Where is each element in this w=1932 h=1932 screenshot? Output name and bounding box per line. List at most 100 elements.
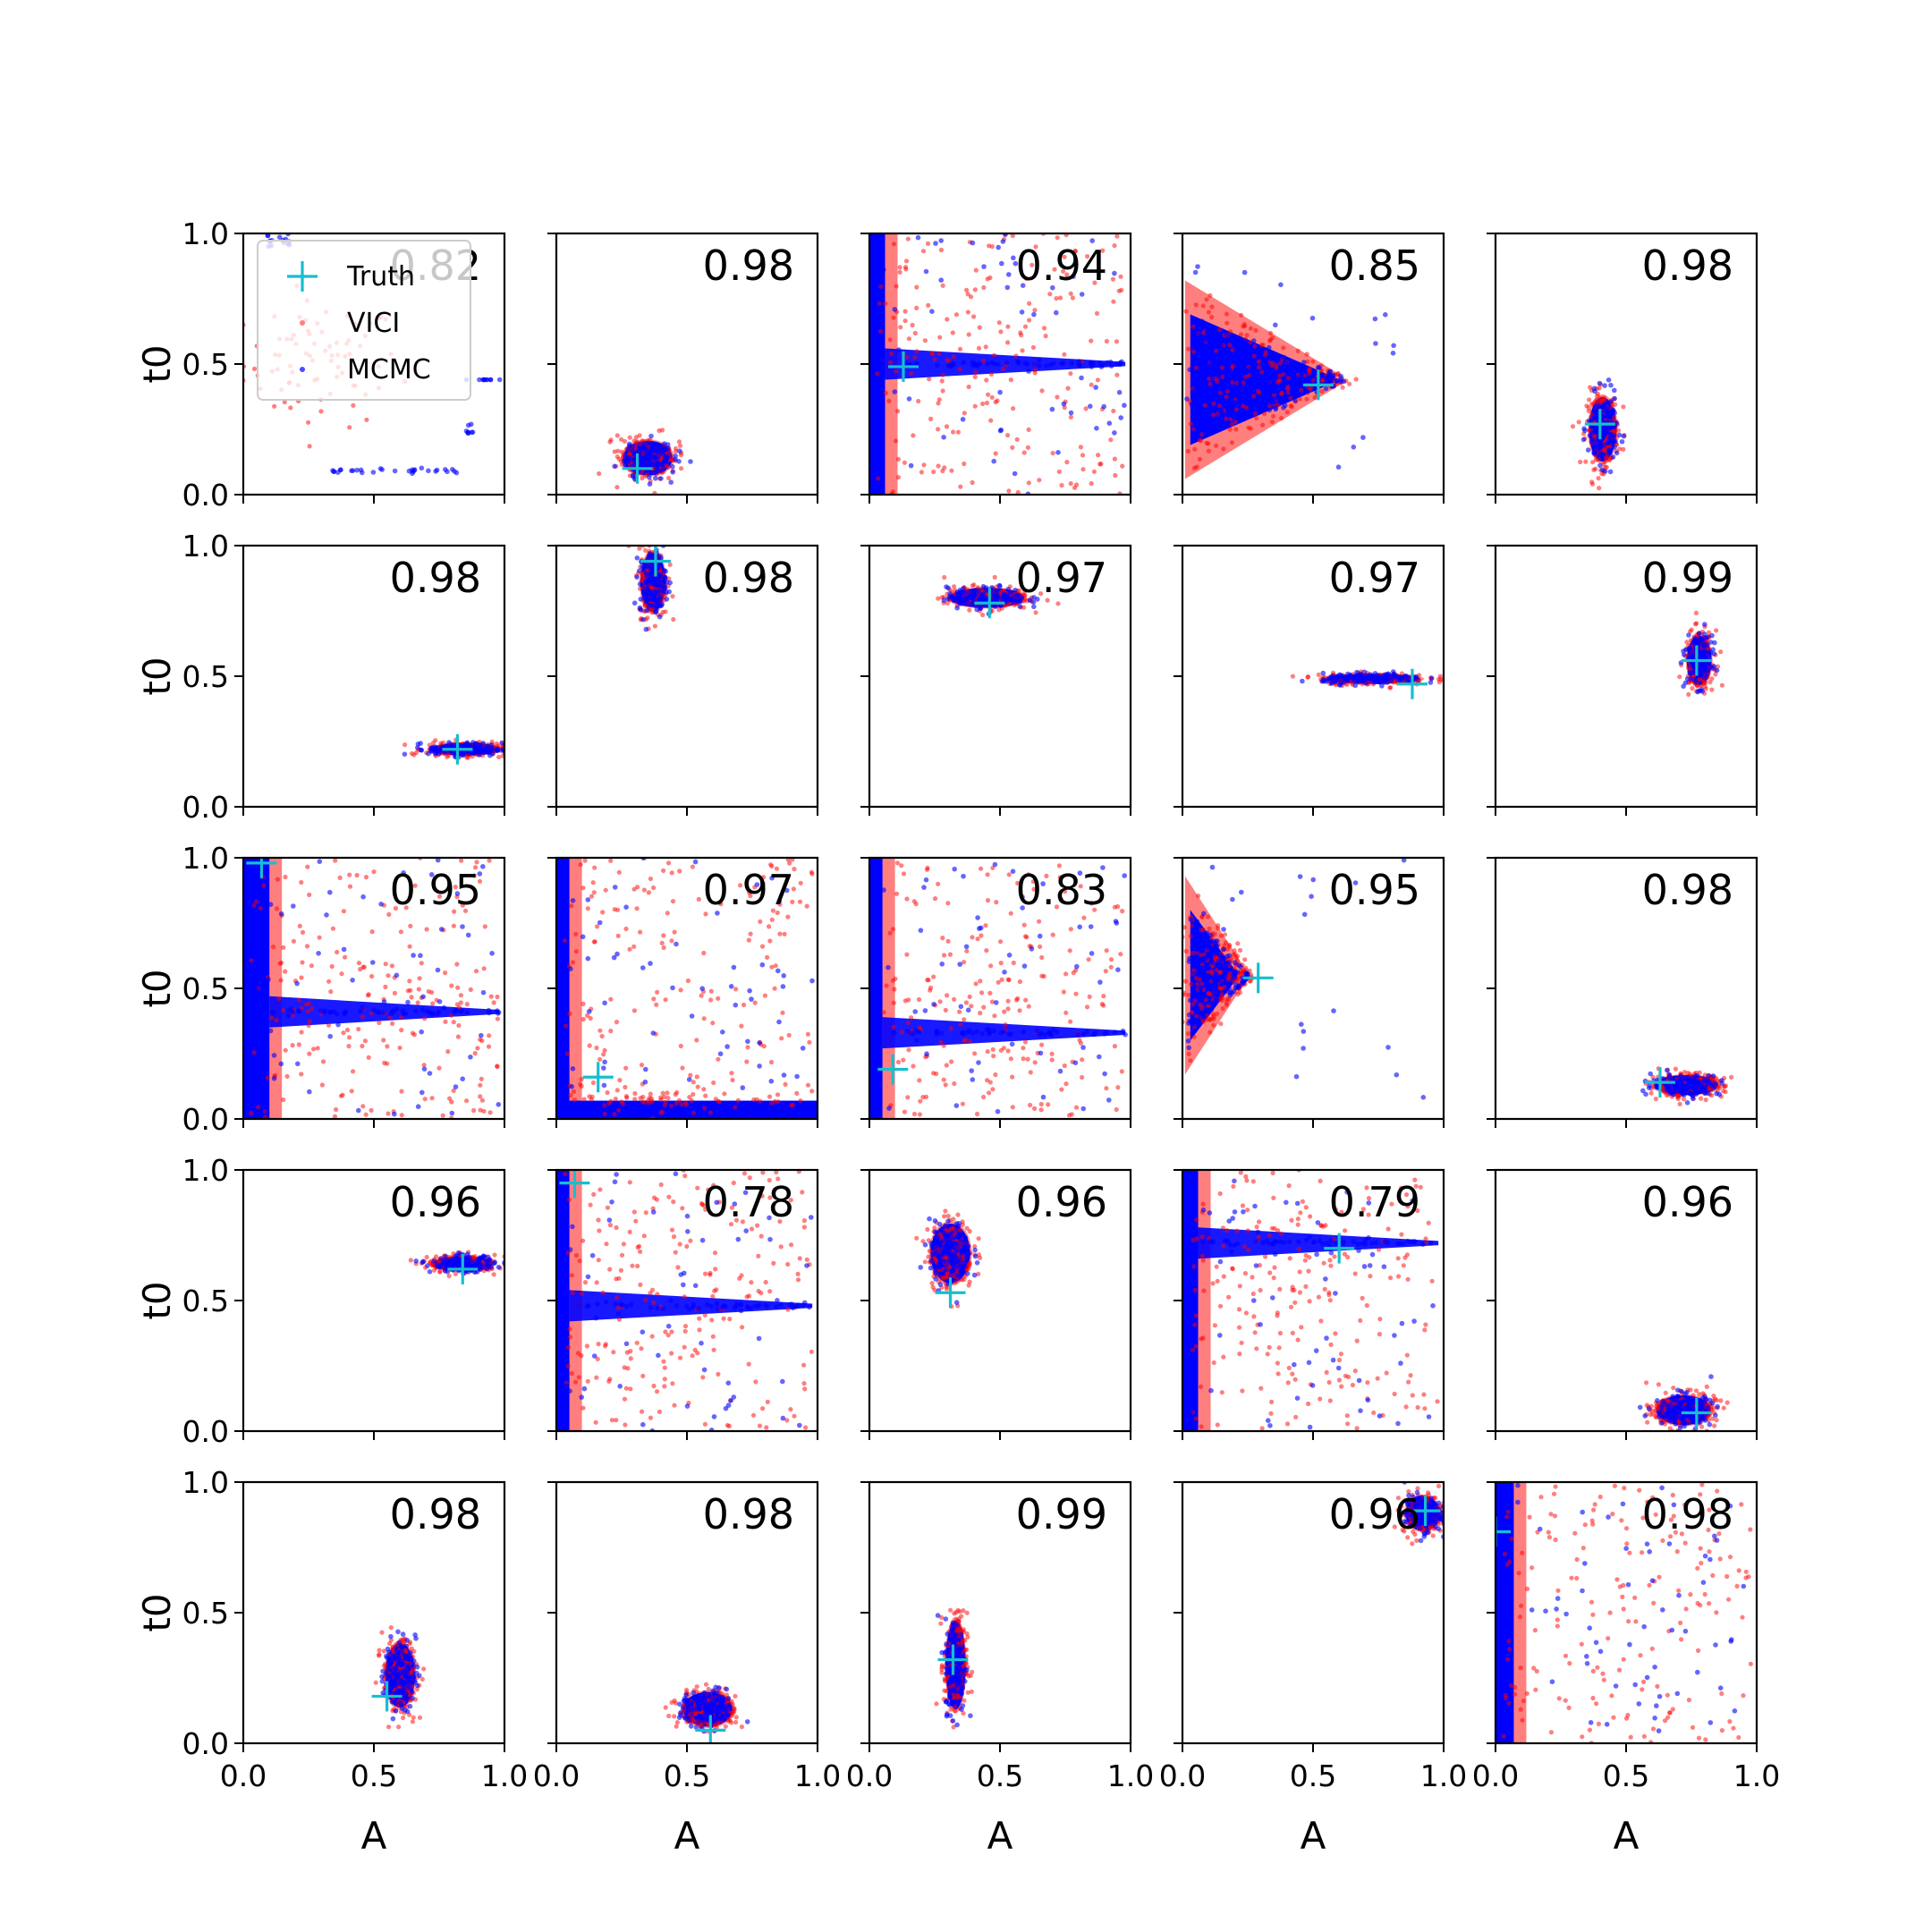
panel: 0.0 0.5 1.0 t0 0.95 — [135, 841, 506, 1137]
panel: 0.98 — [1487, 856, 1758, 1128]
panel: 0.0 0.5 1.0 A 0.98 — [533, 1480, 841, 1858]
truth-marker — [1681, 1397, 1712, 1428]
vici-samples — [875, 233, 1125, 495]
overlap-value: 0.98 — [703, 242, 794, 290]
panel: 0.95 — [1174, 856, 1445, 1128]
panel: 0.97 — [547, 856, 819, 1128]
vici-samples — [249, 858, 501, 1119]
y-tick-label: 1.0 — [182, 841, 229, 876]
legend-vici-swatch — [300, 320, 305, 326]
legend: Truth VICI MCMC — [257, 240, 471, 401]
panel: 0.00.0 0.5 0.5 1.0 1.0 t0 A 0.98 — [135, 1465, 528, 1858]
panel: 0.0 0.5 1.0 A 0.99 — [846, 1480, 1154, 1858]
mcmc-samples — [564, 858, 815, 1119]
plot-area — [597, 428, 693, 495]
plot-area — [934, 1607, 975, 1730]
mcmc-streak — [569, 1290, 813, 1322]
truth-marker — [442, 733, 473, 765]
plot-area — [402, 733, 504, 765]
x-axis-label: A — [361, 1814, 387, 1858]
panel: 0.94 — [860, 232, 1132, 504]
truth-marker — [877, 1054, 909, 1085]
mcmc-samples — [877, 861, 1128, 1114]
y-tick-label: 0.5 — [182, 659, 229, 694]
y-tick-label: 0.0 — [182, 790, 229, 825]
x-tick-label: 1.0 — [481, 1758, 528, 1793]
truth-marker — [695, 1715, 726, 1743]
truth-marker — [974, 588, 1005, 619]
panel: 0.85 — [1174, 232, 1445, 504]
panel: 0.98 — [1487, 232, 1758, 504]
plot-area — [371, 1625, 427, 1730]
y-tick-label: 0.5 — [182, 971, 229, 1006]
panel: 0.0 0.5 1.0 A 0.96 — [1159, 1480, 1467, 1858]
plot-area — [626, 546, 676, 632]
x-tick-label: 0.0 — [1472, 1758, 1519, 1793]
plot-area — [1183, 264, 1396, 479]
y-tick-label: 1.0 — [182, 1465, 229, 1500]
panel: 0.96 — [1487, 1168, 1758, 1440]
x-tick-label: 0.0 — [1159, 1758, 1206, 1793]
plot-area — [1637, 1374, 1730, 1431]
truth-marker — [640, 546, 671, 577]
truth-marker — [1324, 1233, 1355, 1264]
overlap-value: 0.83 — [1016, 866, 1107, 914]
truth-marker — [559, 1170, 590, 1199]
overlap-value: 0.99 — [1016, 1490, 1107, 1538]
vici-samples — [1190, 1170, 1440, 1431]
legend-mcmc-swatch — [300, 367, 305, 372]
mcmc-samples — [413, 1250, 504, 1276]
y-axis-label: t0 — [135, 344, 179, 383]
truth-marker — [447, 1253, 479, 1284]
plot-area — [914, 1208, 983, 1309]
mcmc-samples — [1504, 1482, 1747, 1733]
x-axis-label: A — [674, 1814, 700, 1858]
overlap-value: 0.98 — [390, 1490, 481, 1538]
plot-area — [243, 858, 502, 1119]
truth-marker — [887, 351, 919, 382]
overlap-value: 0.96 — [390, 1178, 481, 1226]
plot-area — [1570, 377, 1627, 491]
vici-samples — [562, 858, 815, 1119]
mcmc-samples — [612, 433, 693, 487]
panel: 0.99 — [1487, 544, 1758, 816]
vici-samples — [1501, 1482, 1753, 1743]
overlap-value: 0.95 — [1329, 866, 1420, 914]
y-tick-label: 0.0 — [182, 1102, 229, 1137]
y-axis-label: t0 — [135, 1281, 179, 1319]
x-tick-label: 0.5 — [351, 1758, 397, 1793]
mcmc-samples — [253, 858, 502, 1117]
plot-area — [1290, 668, 1444, 699]
x-tick-label: 1.0 — [1107, 1758, 1154, 1793]
panel: 0.79 — [1174, 1168, 1445, 1440]
panel: 0.96 — [860, 1168, 1132, 1440]
panel: 0.97 — [860, 544, 1132, 816]
panel: 0.0 0.5 1.0 t0 0.96 — [135, 1153, 506, 1449]
overlap-value: 0.78 — [703, 1178, 794, 1226]
plot-area — [1392, 1482, 1444, 1546]
x-tick-label: 0.5 — [1603, 1758, 1649, 1793]
plot-area — [663, 1682, 750, 1743]
y-tick-label: 1.0 — [182, 216, 229, 251]
overlap-value: 0.98 — [1642, 242, 1733, 290]
x-tick-label: 0.5 — [977, 1758, 1023, 1793]
truth-marker — [1644, 1067, 1675, 1098]
truth-marker — [1681, 645, 1712, 676]
y-tick-label: 0.0 — [182, 1414, 229, 1449]
plot-area — [1677, 610, 1724, 698]
plot-area — [1182, 1170, 1440, 1431]
truth-marker — [1242, 962, 1274, 994]
x-tick-label: 1.0 — [794, 1758, 841, 1793]
overlap-value: 0.85 — [1329, 242, 1420, 290]
overlap-value: 0.94 — [1016, 242, 1107, 290]
truth-marker — [1584, 409, 1615, 440]
truth-marker — [1410, 1496, 1441, 1527]
truth-marker — [937, 1644, 969, 1675]
legend-label: MCMC — [347, 354, 431, 386]
x-tick-label: 1.0 — [1733, 1758, 1780, 1793]
x-tick-label: 1.0 — [1420, 1758, 1467, 1793]
x-tick-label: 0.0 — [533, 1758, 580, 1793]
x-tick-label: 0.5 — [664, 1758, 710, 1793]
